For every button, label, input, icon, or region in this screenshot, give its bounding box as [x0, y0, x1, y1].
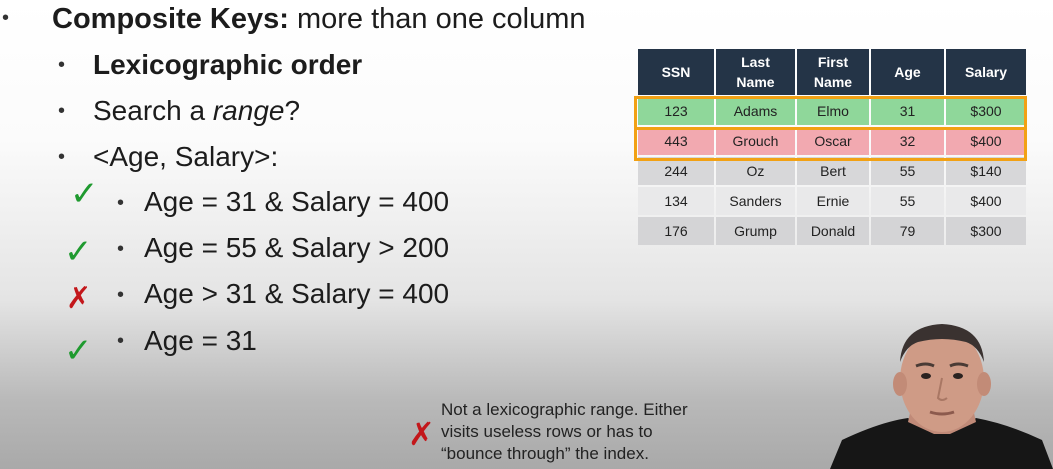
check-icon: ✓ [64, 331, 93, 371]
table-row: 176 Grump Donald 79 $300 [638, 217, 1026, 245]
cell: 134 [638, 187, 714, 215]
check-icon: ✓ [64, 232, 93, 272]
check-icon: ✓ [70, 174, 99, 214]
heading-rest: more than one column [288, 3, 586, 35]
row-highlight-box [634, 127, 1027, 161]
cell: 176 [638, 217, 714, 245]
header-ssn: SSN [638, 49, 714, 95]
query-3: Age > 31 & Salary = 400 [144, 278, 450, 309]
bullet: • [117, 192, 125, 214]
table-row: 244 Oz Bert 55 $140 [638, 157, 1026, 185]
note-line: “bounce through” the index. [441, 444, 649, 463]
sub1-text: Lexicographic order [93, 49, 363, 80]
bullet: • [117, 284, 125, 306]
header-first-name: First Name [797, 49, 869, 95]
table-row: 134 Sanders Ernie 55 $400 [638, 187, 1026, 215]
presenter-video [830, 318, 1053, 469]
cell: Oscar [797, 127, 869, 155]
bullet: • [117, 238, 125, 260]
sub2-range: range [212, 95, 285, 126]
query-1: Age = 31 & Salary = 400 [144, 186, 450, 217]
cell: 55 [871, 157, 944, 185]
row-highlight-box [634, 96, 1027, 130]
note-text: Not a lexicographic range. Either visits… [441, 399, 688, 465]
note-line: visits useless rows or has to [441, 422, 653, 441]
cell: $140 [946, 157, 1026, 185]
sub-bullet-age-salary: <Age, Salary>: [93, 141, 278, 173]
bullet: • [58, 146, 66, 168]
cell: 32 [871, 127, 944, 155]
cell: Elmo [797, 97, 869, 125]
slide-heading: Composite Keys: more than one column [52, 3, 586, 36]
sub2-c: ? [284, 95, 301, 126]
heading-bold: Composite Keys: [52, 3, 289, 35]
sub-bullet-range: Search a range? [93, 95, 300, 127]
bullet: • [2, 7, 10, 29]
table-header-row: SSN Last Name First Name Age Salary [638, 49, 1026, 95]
cell: $300 [946, 97, 1026, 125]
cell: Ernie [797, 187, 869, 215]
bullet: • [58, 54, 66, 76]
cell: $400 [946, 127, 1026, 155]
cell: Sanders [716, 187, 795, 215]
query-4: Age = 31 [144, 325, 257, 356]
table-row: 123 Adams Elmo 31 $300 [638, 97, 1026, 125]
cell: $400 [946, 187, 1026, 215]
cell: Grump [716, 217, 795, 245]
cell: Bert [797, 157, 869, 185]
cell: Donald [797, 217, 869, 245]
sub2-a: Search a [93, 95, 213, 126]
table-row: 443 Grouch Oscar 32 $400 [638, 127, 1026, 155]
sub-bullet-lexicographic: Lexicographic order [93, 49, 362, 81]
cell: $300 [946, 217, 1026, 245]
cell: Oz [716, 157, 795, 185]
cell: 55 [871, 187, 944, 215]
cell: 79 [871, 217, 944, 245]
cross-icon: ✗ [66, 281, 92, 316]
note-line: Not a lexicographic range. Either [441, 400, 688, 419]
cell: 244 [638, 157, 714, 185]
bullet: • [58, 100, 66, 122]
header-salary: Salary [946, 49, 1026, 95]
cell: Grouch [716, 127, 795, 155]
cross-icon: ✗ [408, 415, 435, 453]
cell: 443 [638, 127, 714, 155]
cell: 31 [871, 97, 944, 125]
cell: Adams [716, 97, 795, 125]
header-last-name: Last Name [716, 49, 795, 95]
header-age: Age [871, 49, 944, 95]
query-2: Age = 55 & Salary > 200 [144, 232, 450, 263]
cell: 123 [638, 97, 714, 125]
bullet: • [117, 330, 125, 352]
employee-table: SSN Last Name First Name Age Salary 123 Ad… [636, 47, 1028, 247]
sub3-text: <Age, Salary>: [93, 141, 279, 172]
